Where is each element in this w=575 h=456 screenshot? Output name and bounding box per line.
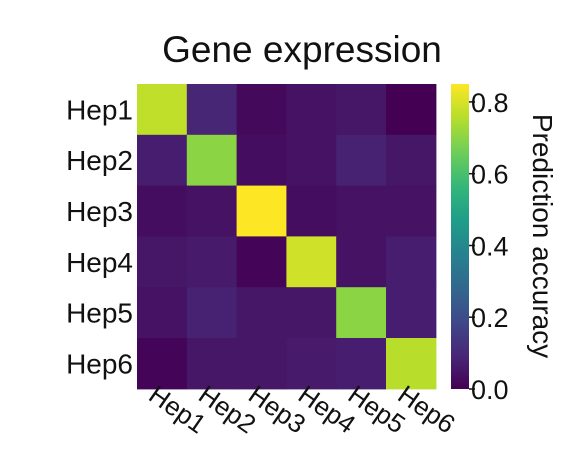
heatmap-cell-hep2-hep1: [137, 134, 188, 187]
heatmap-cell-hep6-hep4: [286, 338, 337, 390]
heatmap-cell-hep3-hep3: [236, 185, 287, 237]
colorbar-tick-label: 0.2: [471, 303, 509, 333]
colorbar-tick-label: 0.0: [471, 375, 509, 405]
heatmap-cell-hep6-hep5: [336, 338, 387, 390]
heatmap-cell-hep1-hep2: [186, 84, 238, 136]
heatmap-cell-hep2-hep5: [336, 134, 387, 187]
heatmap-cell-hep5-hep2: [186, 287, 238, 339]
row-label-hep6: Hep6: [66, 348, 133, 379]
colorbar-tick-label: 0.8: [471, 88, 509, 118]
heatmap-cell-hep2-hep3: [236, 134, 287, 187]
heatmap-cell-hep6-hep3: [236, 338, 287, 390]
row-label-hep5: Hep5: [66, 298, 133, 329]
colorbar-label: Prediction accuracy: [527, 114, 558, 358]
row-label-hep1: Hep1: [66, 94, 133, 125]
heatmap-cell-hep3-hep5: [336, 185, 387, 237]
row-label-hep4: Hep4: [66, 247, 133, 278]
heatmap-cell-hep1-hep4: [286, 84, 337, 136]
heatmap-cell-hep5-hep1: [137, 287, 188, 339]
heatmap-cell-hep4-hep4: [286, 236, 337, 288]
heatmap-cell-hep5-hep3: [236, 287, 287, 339]
heatmap-cell-hep2-hep4: [286, 134, 337, 187]
heatmap-cell-hep2-hep6: [386, 134, 437, 187]
heatmap-cell-hep1-hep6: [386, 84, 437, 136]
heatmap-cell-hep1-hep1: [137, 84, 188, 136]
heatmap-cell-hep6-hep1: [137, 338, 188, 390]
row-label-hep3: Hep3: [66, 196, 133, 227]
heatmap-cell-hep5-hep6: [386, 287, 437, 339]
row-label-hep2: Hep2: [66, 145, 133, 176]
heatmap-cell-hep4-hep3: [236, 236, 287, 288]
heatmap-cell-hep4-hep2: [186, 236, 238, 288]
colorbar: [451, 84, 469, 389]
heatmap-cell-hep4-hep1: [137, 236, 188, 288]
colorbar-ticks: 0.0 0.2 0.4 0.6 0.8: [469, 88, 509, 405]
heatmap-cell-hep5-hep4: [286, 287, 337, 339]
heatmap-cell-hep3-hep6: [386, 185, 437, 237]
heatmap-cell-hep6-hep6: [386, 338, 437, 390]
heatmap-cell-hep6-hep2: [186, 338, 238, 390]
heatmap-cell-hep1-hep5: [336, 84, 387, 136]
chart-title: Gene expression: [162, 29, 442, 70]
heatmap-cell-hep4-hep6: [386, 236, 437, 288]
heatmap-cell-hep3-hep4: [286, 185, 337, 237]
heatmap-cell-hep3-hep2: [186, 185, 238, 237]
heatmap-cell-hep4-hep5: [336, 236, 387, 288]
colorbar-tick-label: 0.6: [471, 160, 509, 190]
heatmap-cell-hep3-hep1: [137, 185, 188, 237]
heatmap-cell-hep2-hep2: [186, 134, 238, 187]
heatmap-cell-hep1-hep3: [236, 84, 287, 136]
row-labels: Hep1 Hep2 Hep3 Hep4 Hep5 Hep6: [66, 94, 133, 379]
heatmap-cells: [137, 84, 437, 390]
heatmap-cell-hep5-hep5: [336, 287, 387, 339]
colorbar-tick-label: 0.4: [471, 232, 509, 262]
